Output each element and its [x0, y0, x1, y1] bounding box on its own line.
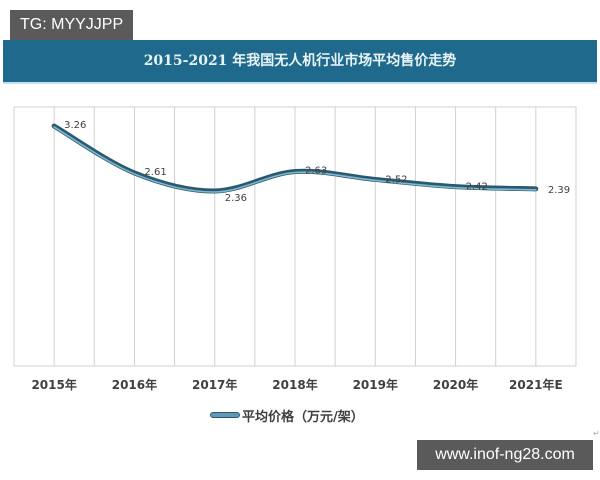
chart-title-bar: 2015-2021 年我国无人机行业市场平均售价走势	[3, 40, 597, 84]
x-axis-label: 2017年	[192, 377, 237, 392]
legend: 平均价格（万元/架）	[210, 405, 364, 425]
data-label: 2.61	[144, 167, 166, 178]
data-label: 2.52	[385, 174, 407, 185]
data-label: 2.36	[225, 193, 247, 204]
tg-badge: TG: MYYJJPP	[10, 10, 134, 40]
data-line	[51, 123, 539, 194]
x-axis-label: 2018年	[272, 377, 317, 392]
legend-line-swatch-icon	[210, 412, 240, 418]
data-label: 2.42	[466, 182, 488, 193]
x-axis-label: 2015年	[31, 377, 76, 392]
data-label: 2.39	[548, 185, 570, 196]
x-axis-label: 2019年	[353, 377, 398, 392]
chart-title: 2015-2021 年我国无人机行业市场平均售价走势	[143, 53, 457, 69]
return-mark-icon: ↵	[593, 429, 600, 438]
x-axis-label: 2016年	[112, 377, 157, 392]
x-axis-label: 2020年	[433, 377, 478, 392]
data-labels: 3.26 2.61 2.36 2.63 2.52 2.42 2.39	[64, 120, 570, 204]
x-axis-label: 2021年E	[509, 377, 563, 392]
x-axis-labels: 2015年 2016年 2017年 2018年 2019年 2020年 2021年E	[31, 377, 562, 392]
data-label: 3.26	[64, 120, 86, 131]
vertical-gridlines	[53, 107, 537, 366]
watermark: www.inof-ng28.com	[417, 440, 593, 470]
data-label: 2.63	[305, 166, 327, 177]
legend-label: 平均价格（万元/架）	[242, 409, 364, 425]
